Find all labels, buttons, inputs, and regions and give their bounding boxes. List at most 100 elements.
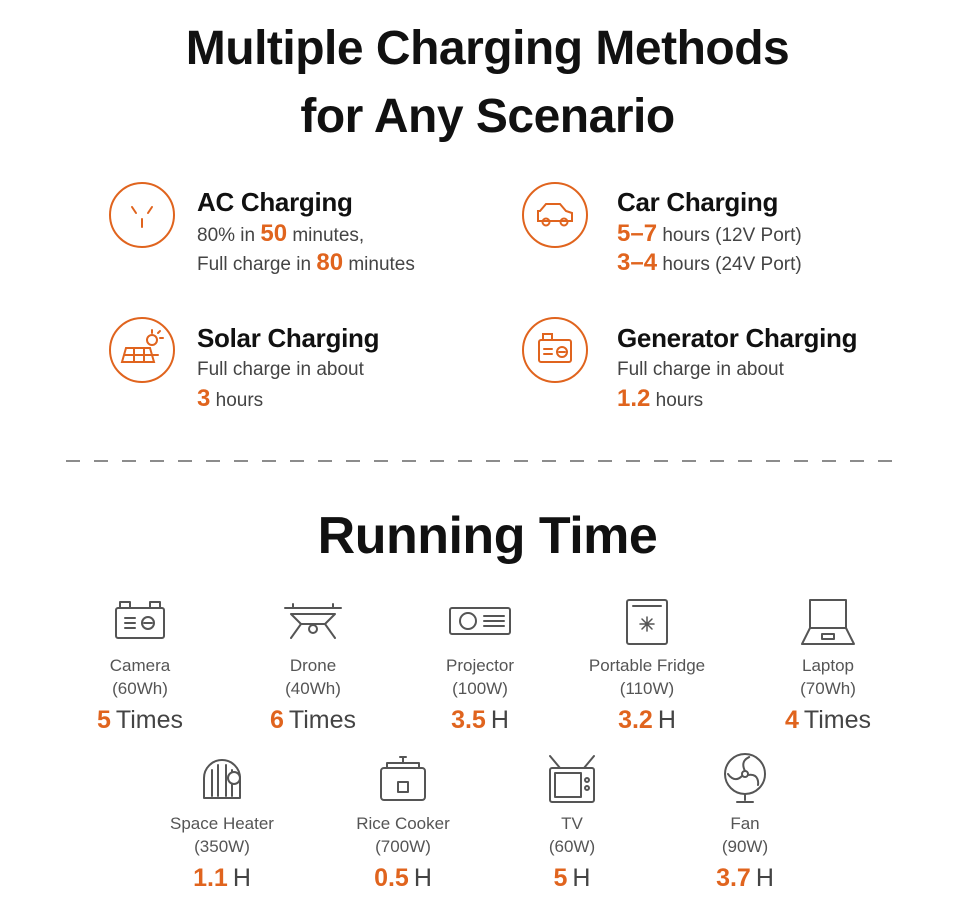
line-text: minutes,	[287, 225, 365, 246]
device-item: Rice Cooker (700W) 0.5 H	[313, 812, 493, 896]
device-icon	[801, 599, 855, 645]
charging-method: Generator Charging Full charge in about 1.…	[617, 321, 937, 413]
device-spec: (110W)	[619, 679, 675, 698]
running-value: 4 Times	[738, 702, 918, 738]
line-text: Full charge in about	[617, 359, 784, 380]
device-item: Portable Fridge (110W) 3.2 H	[557, 654, 737, 738]
charging-method: Solar Charging Full charge in about 3 hour…	[197, 321, 517, 413]
device-icon	[626, 599, 668, 645]
highlight-value: 3	[197, 385, 211, 412]
divider	[66, 460, 905, 462]
device-spec: (60W)	[548, 837, 596, 856]
device-icon	[380, 756, 426, 801]
running-value: 1.1 H	[132, 860, 312, 896]
charging-icon	[109, 317, 175, 383]
device-item: Laptop (70Wh) 4 Times	[738, 654, 918, 738]
device-icon	[115, 601, 165, 639]
device-name: Drone	[289, 656, 337, 675]
highlight-value: 80	[316, 249, 344, 276]
value-number: 3.5	[451, 706, 486, 734]
value-number: 5	[96, 706, 111, 734]
highlight-value: 3–4	[617, 249, 658, 276]
value-number: 5	[553, 864, 568, 892]
line-text: hours	[210, 390, 264, 411]
device-name: Camera	[109, 656, 171, 675]
value-number: 4	[784, 706, 799, 734]
method-line: Full charge in 80 minutes	[197, 248, 517, 277]
title-line: for Any Scenario	[300, 90, 675, 143]
line-text: Full charge in about	[197, 359, 364, 380]
value-unit: H	[413, 864, 432, 892]
device-icon	[449, 607, 511, 635]
value-unit: Times	[115, 706, 184, 734]
device-item: Fan (90W) 3.7 H	[655, 812, 835, 896]
line-text: hours (24V Port)	[657, 254, 802, 275]
device-spec: (350W)	[194, 837, 250, 856]
value-unit: H	[755, 864, 774, 892]
value-unit: H	[232, 864, 251, 892]
method-title: Generator Charging	[617, 323, 858, 353]
method-line: 80% in 50 minutes,	[197, 219, 517, 248]
title-line: Multiple Charging Methods	[185, 22, 790, 75]
device-name: Fan	[730, 814, 760, 833]
device-name: Portable Fridge	[588, 656, 706, 675]
method-line: 3 hours	[197, 384, 517, 413]
device-icon	[203, 759, 241, 799]
section-title: Running Time	[317, 507, 658, 565]
line-text: hours (12V Port)	[657, 225, 802, 246]
method-title: Car Charging	[617, 187, 779, 217]
highlight-value: 1.2	[617, 385, 651, 412]
method-line: 3–4 hours (24V Port)	[617, 248, 937, 277]
device-name: Space Heater	[170, 814, 274, 833]
running-value: 0.5 H	[313, 860, 493, 896]
device-item: Projector (100W) 3.5 H	[390, 654, 570, 738]
charging-icon	[522, 182, 588, 248]
line-text: Full charge in	[197, 254, 317, 275]
charging-icon	[522, 317, 588, 383]
device-spec: (700W)	[375, 837, 431, 856]
device-name: TV	[561, 814, 583, 833]
running-value: 3.2 H	[557, 702, 737, 738]
method-title: AC Charging	[197, 187, 353, 217]
device-spec: (90W)	[721, 837, 769, 856]
device-spec: (60Wh)	[112, 679, 168, 698]
device-item: Drone (40Wh) 6 Times	[223, 654, 403, 738]
value-unit: Times	[288, 706, 357, 734]
device-icon	[724, 753, 766, 803]
value-unit: H	[657, 706, 676, 734]
device-item: Camera (60Wh) 5 Times	[50, 654, 230, 738]
charging-method: AC Charging 80% in 50 minutes, Full charge…	[197, 185, 517, 277]
highlight-value: 50	[260, 220, 288, 247]
device-name: Rice Cooker	[356, 814, 450, 833]
method-title: Solar Charging	[197, 323, 380, 353]
device-spec: (40Wh)	[285, 679, 341, 698]
value-unit: H	[490, 706, 509, 734]
value-number: 1.1	[193, 864, 228, 892]
device-item: Space Heater (350W) 1.1 H	[132, 812, 312, 896]
value-number: 0.5	[374, 864, 409, 892]
running-value: 5 Times	[50, 702, 230, 738]
line-text: hours	[650, 390, 704, 411]
method-line: 1.2 hours	[617, 384, 937, 413]
running-value: 6 Times	[223, 702, 403, 738]
charging-icon	[109, 182, 175, 248]
value-number: 6	[269, 706, 284, 734]
value-number: 3.2	[618, 706, 653, 734]
device-name: Laptop	[802, 656, 854, 675]
line-text: minutes	[343, 254, 415, 275]
device-spec: (100W)	[452, 679, 508, 698]
running-value: 3.7 H	[655, 860, 835, 896]
device-icon	[549, 755, 595, 803]
running-value: 3.5 H	[390, 702, 570, 738]
method-line: Full charge in about	[617, 355, 937, 384]
method-line: 5–7 hours (12V Port)	[617, 219, 937, 248]
value-unit: H	[572, 864, 591, 892]
device-name: Projector	[445, 656, 515, 675]
device-spec: (70Wh)	[800, 679, 856, 698]
value-unit: Times	[803, 706, 872, 734]
method-line: Full charge in about	[197, 355, 517, 384]
charging-method: Car Charging 5–7 hours (12V Port) 3–4 hour…	[617, 185, 937, 277]
highlight-value: 5–7	[617, 220, 658, 247]
